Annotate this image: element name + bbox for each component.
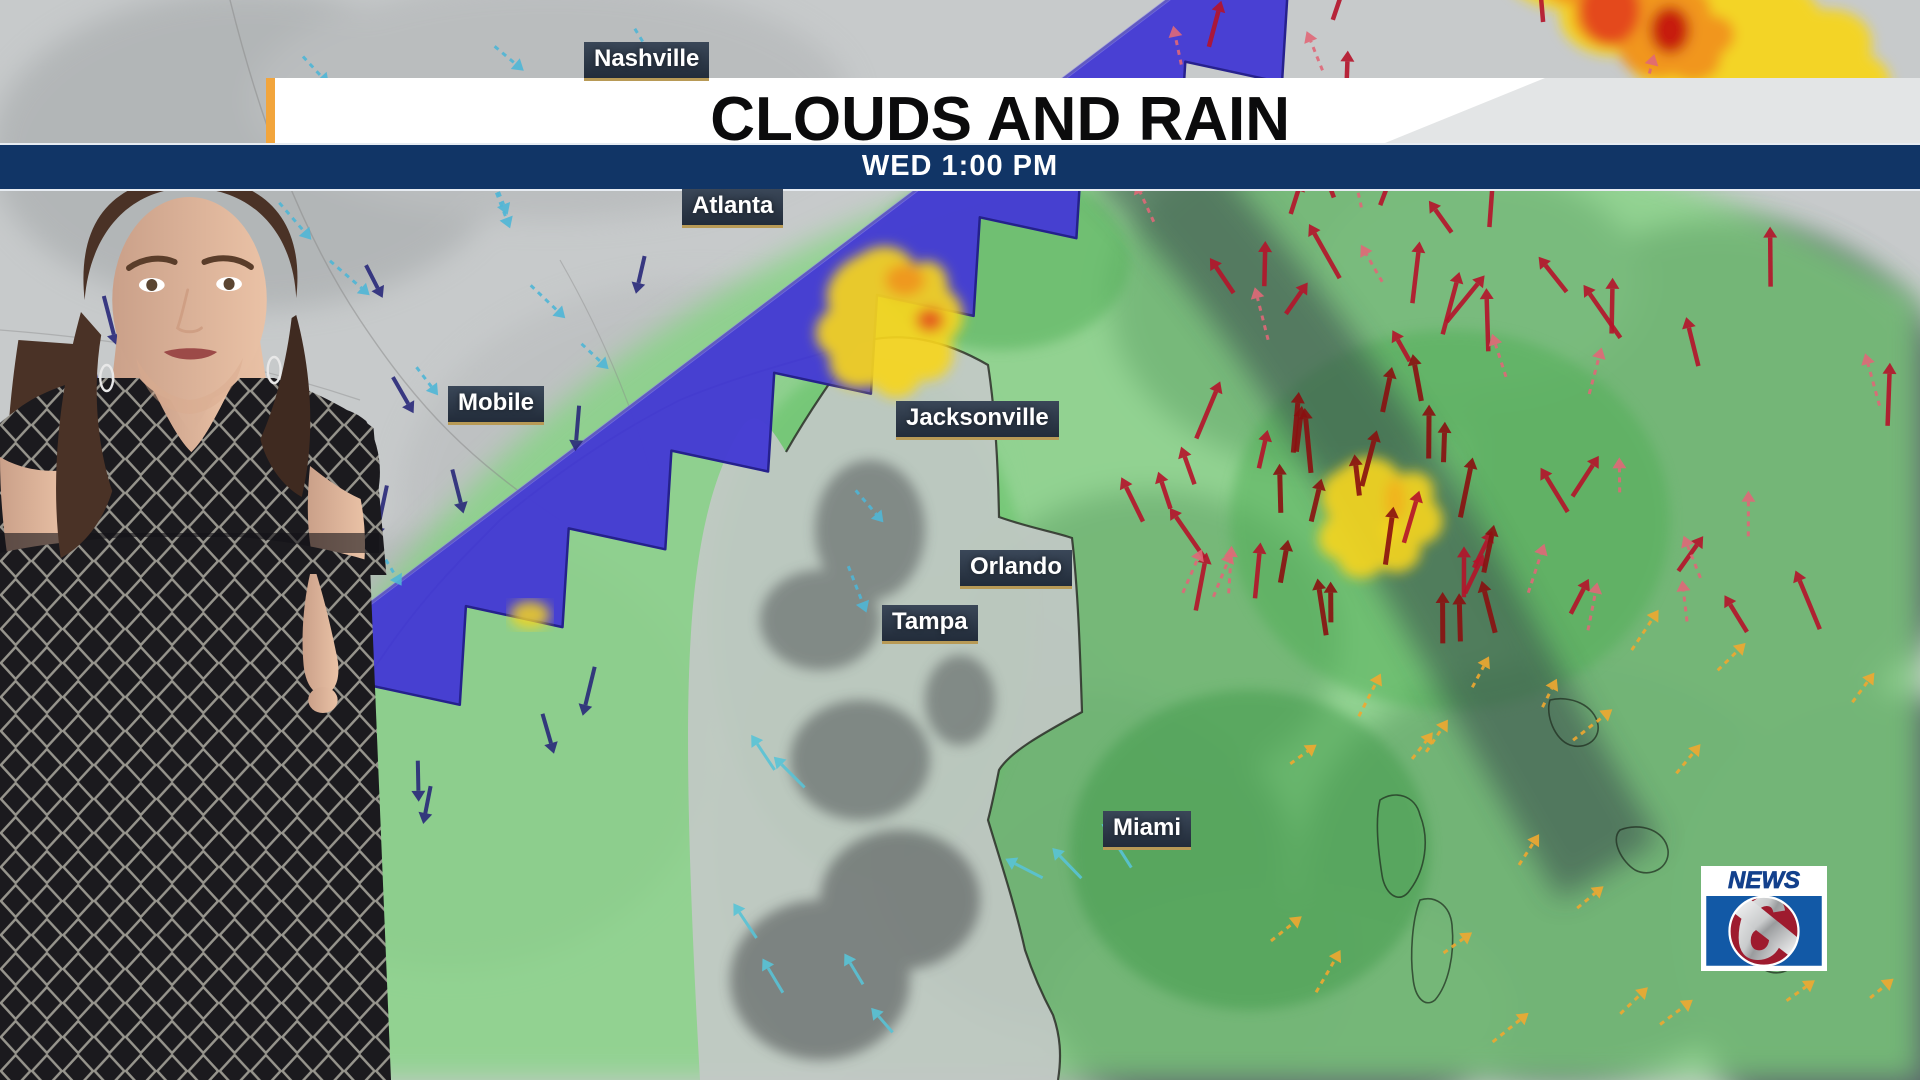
svg-text:NEWS: NEWS — [1728, 867, 1800, 894]
